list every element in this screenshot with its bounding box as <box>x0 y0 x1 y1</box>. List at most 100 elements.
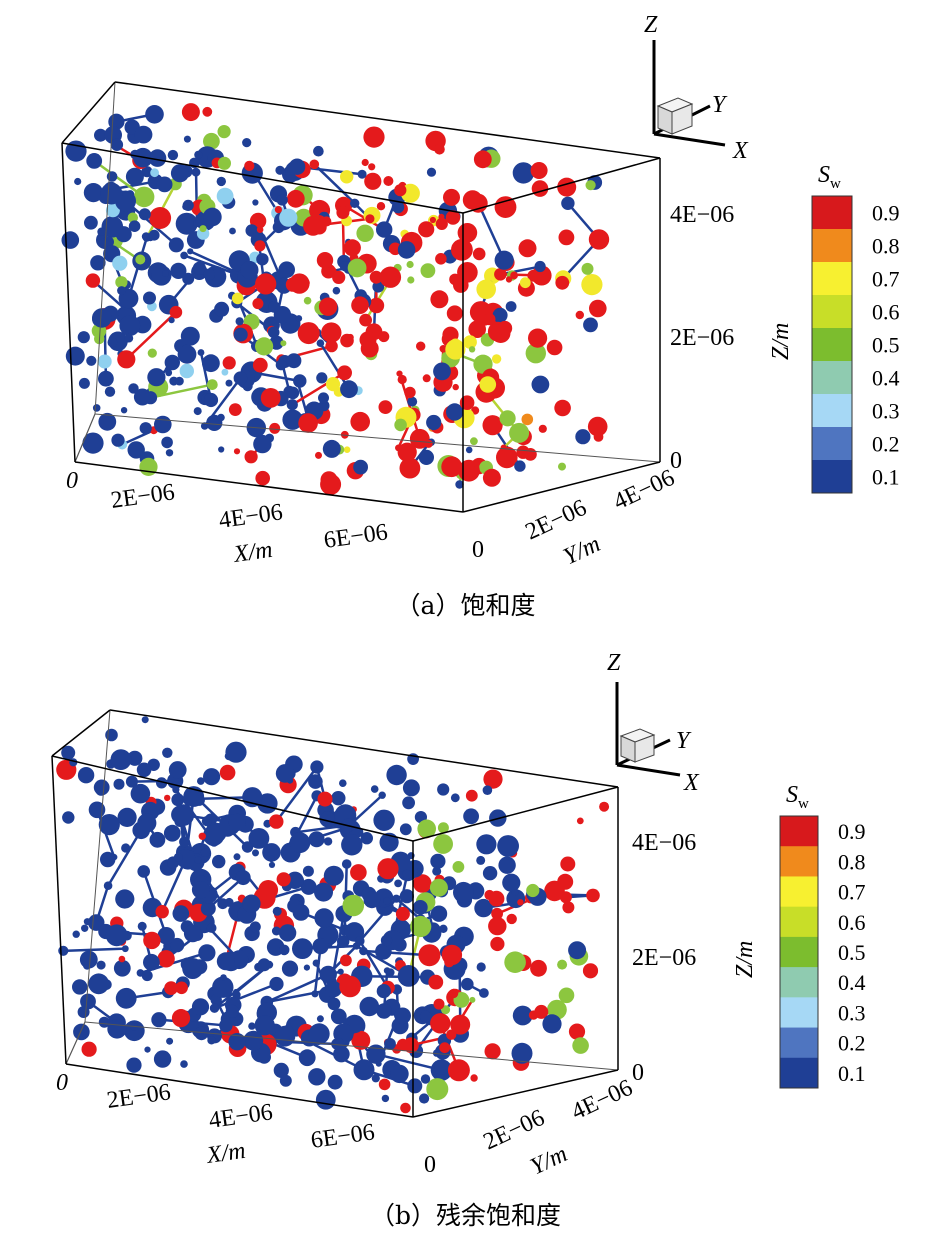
pore-body <box>491 354 502 364</box>
pore-body <box>376 1003 392 1019</box>
pore-body <box>450 1014 471 1035</box>
z-axis-label: Z/m <box>732 941 758 978</box>
pore-body <box>420 263 436 278</box>
colorbar-tick: 0.8 <box>872 234 900 259</box>
pore-body <box>166 1037 174 1045</box>
pore-body <box>249 921 261 933</box>
box-edge <box>412 786 619 842</box>
pore-body <box>343 446 351 454</box>
pore-body <box>432 866 442 876</box>
pore-body <box>292 904 310 921</box>
pore-body <box>289 273 310 294</box>
pore-body <box>124 333 134 343</box>
pore-body <box>98 370 114 387</box>
colorbar-segment <box>812 196 852 230</box>
pore-body <box>286 189 305 208</box>
pore-body <box>172 804 195 826</box>
pore-body <box>131 752 142 764</box>
box-edge <box>74 413 96 463</box>
pore-body <box>509 422 530 443</box>
pore-body <box>397 442 417 462</box>
pore-body <box>416 341 426 351</box>
pore-body <box>412 900 428 915</box>
pore-body <box>200 848 210 857</box>
colorbar-segment <box>812 229 852 263</box>
pore-body <box>337 365 352 381</box>
pore-body <box>96 960 106 970</box>
pore-body <box>521 413 534 426</box>
colorbar-tick: 0.5 <box>838 940 866 965</box>
pore-body <box>430 1013 451 1034</box>
box-edge <box>84 709 111 1023</box>
pore-body <box>225 379 233 387</box>
pore-body <box>209 1003 220 1013</box>
pore-network-b <box>56 716 610 1114</box>
pore-body <box>482 468 501 487</box>
pore-body <box>372 280 385 293</box>
pore-body <box>318 392 329 404</box>
pore-body <box>519 277 531 289</box>
pore-body <box>268 861 276 868</box>
pore-body <box>484 1043 501 1060</box>
pore-body <box>434 144 445 155</box>
pore-body <box>394 184 407 197</box>
pore-body <box>318 297 338 316</box>
pore-body <box>81 1041 97 1057</box>
pore-body <box>297 322 320 345</box>
pore-body <box>386 764 407 786</box>
pore-body <box>127 212 138 223</box>
pore-body <box>175 376 184 386</box>
pore-body <box>419 1093 430 1104</box>
pore-body <box>217 156 231 170</box>
colorbar-segment <box>780 1057 818 1089</box>
pore-body <box>369 270 383 284</box>
pore-body <box>332 270 346 284</box>
colorbar-tick: 0.9 <box>838 819 866 844</box>
colorbar-tick: 0.2 <box>872 432 900 457</box>
pore-body <box>126 1057 142 1073</box>
pore-body <box>417 819 437 839</box>
pore-body <box>292 938 313 959</box>
pore-body <box>100 182 123 205</box>
pore-body <box>275 165 285 175</box>
z-tick-1: 2E−06 <box>632 945 696 971</box>
pore-body <box>394 879 402 888</box>
pore-body <box>341 834 363 856</box>
pore-body <box>233 327 248 342</box>
colorbar-segment <box>780 1027 818 1059</box>
colorbar-frame <box>779 815 819 1089</box>
pore-body <box>337 968 344 975</box>
pore-body <box>303 964 310 971</box>
pore-body <box>311 990 319 998</box>
pore-body <box>323 865 344 886</box>
pore-body <box>321 322 342 343</box>
pore-body <box>378 791 386 799</box>
pore-body <box>144 1046 151 1053</box>
pore-body <box>572 1037 589 1054</box>
pore-body <box>371 1074 380 1083</box>
pore-body <box>156 777 168 789</box>
pore-body <box>165 369 173 377</box>
pore-body <box>325 981 342 998</box>
pore-body <box>113 778 125 790</box>
pore-body <box>212 854 226 869</box>
pore-body <box>194 1026 209 1041</box>
pore-body <box>402 869 412 879</box>
pore-body <box>430 905 448 922</box>
pore-body <box>309 159 320 170</box>
box-edge <box>74 461 464 513</box>
pore-body <box>366 1044 386 1064</box>
pore-body <box>182 199 194 211</box>
pore-body <box>448 988 459 999</box>
pore-throat <box>499 265 542 276</box>
x-tick-2: 4E−06 <box>207 1099 274 1134</box>
pore-body <box>106 171 118 182</box>
pore-body <box>568 1023 586 1040</box>
pore-body <box>104 386 116 397</box>
pore-body <box>275 359 287 371</box>
pore-throat <box>313 163 356 205</box>
pore-body <box>135 254 146 265</box>
pore-body <box>473 354 493 374</box>
pore-throat <box>319 341 351 391</box>
pore-body <box>207 1036 216 1045</box>
